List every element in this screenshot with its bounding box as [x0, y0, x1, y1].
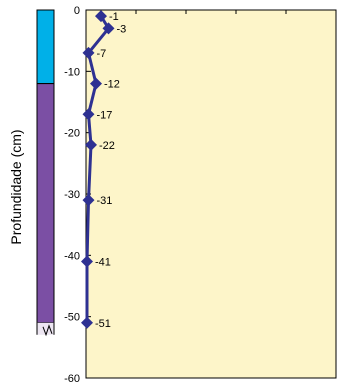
- data-point-marker: [85, 138, 97, 151]
- data-point-label: -41: [95, 256, 111, 268]
- data-point-marker: [102, 22, 115, 35]
- data-point-label: -3: [117, 23, 127, 35]
- data-point-label: -12: [104, 79, 120, 91]
- data-point-label: -1: [109, 11, 119, 23]
- y-tick-label: -30: [64, 189, 80, 201]
- data-point-marker: [81, 316, 93, 329]
- y-tick-label: -50: [64, 312, 80, 324]
- data-point-marker: [82, 108, 95, 121]
- y-tick-label: -10: [64, 66, 80, 78]
- y-tick-label: -60: [64, 373, 80, 385]
- data-point-label: -31: [97, 195, 113, 207]
- data-point-marker: [82, 46, 95, 59]
- data-point-marker: [90, 77, 102, 90]
- y-tick-label: -40: [64, 250, 80, 262]
- column-tail-fill: [37, 322, 54, 335]
- y-axis: -60 -50 -40 -30 -20 -10 0: [64, 5, 91, 385]
- y-tick-label: 0: [74, 5, 80, 17]
- data-point-label: -7: [97, 48, 107, 60]
- data-point-label: -51: [95, 318, 111, 330]
- column-tail-sides: [36, 322, 55, 335]
- data-point-label: -17: [97, 109, 113, 121]
- plot-area: [85, 9, 337, 379]
- column-bottom-break: [36, 322, 55, 337]
- y-tick-label: -20: [64, 128, 80, 140]
- y-axis-label: Profundidade (cm): [8, 129, 24, 244]
- soil-layer-1: [36, 9, 55, 85]
- soil-column: [36, 9, 55, 337]
- data-point-label: -22: [99, 140, 115, 152]
- data-point-marker: [95, 10, 107, 23]
- data-point-marker: [81, 255, 93, 268]
- break-mark: [42, 324, 53, 337]
- data-point-marker: [82, 194, 95, 207]
- top-axis-ticks: [135, 10, 287, 14]
- soil-layer-2: [36, 83, 55, 324]
